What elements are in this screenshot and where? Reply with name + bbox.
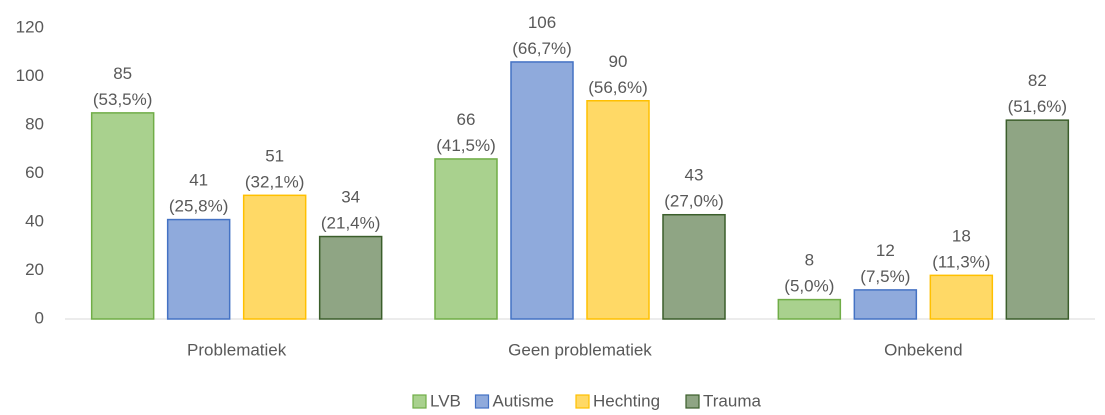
bar (90, 112, 155, 320)
data-label: 85 (53,5%) (93, 64, 153, 109)
legend-swatch (575, 394, 590, 409)
bar (510, 61, 574, 320)
bar (777, 298, 842, 320)
bar (166, 218, 231, 320)
x-tick-label: Geen problematiek (508, 340, 652, 359)
x-tick-label: Onbekend (884, 340, 962, 359)
y-tick-label: 20 (25, 260, 44, 279)
data-label: 41 (25,8%) (169, 171, 229, 216)
legend-label: Trauma (703, 391, 761, 410)
y-tick-label: 40 (25, 211, 44, 230)
data-label: 12 (7,5%) (860, 241, 910, 286)
data-label: 90 (56,6%) (588, 52, 648, 97)
data-label: 43 (27,0%) (664, 166, 724, 211)
legend-label: Hechting (593, 391, 660, 410)
data-label: 106 (66,7%) (512, 13, 572, 58)
bar (242, 194, 307, 320)
data-label: 51 (32,1%) (245, 147, 305, 192)
y-tick-label: 60 (25, 163, 44, 182)
data-label: 18 (11,3%) (932, 227, 990, 272)
legend-swatch (685, 394, 700, 409)
bar (434, 158, 498, 320)
legend-swatch (412, 394, 427, 409)
legend-label: Autisme (493, 391, 554, 410)
y-tick-label: 80 (25, 114, 44, 133)
data-label: 82 (51,6%) (1008, 72, 1068, 117)
data-label: 8 (5,0%) (784, 251, 834, 296)
data-label: 34 (21,4%) (321, 188, 381, 233)
bar (929, 274, 994, 320)
legend-swatch (474, 394, 490, 409)
bar (586, 100, 650, 320)
bar (318, 235, 383, 320)
y-tick-label: 100 (16, 66, 44, 85)
data-label: 66 (41,5%) (436, 110, 496, 155)
y-tick-label: 120 (16, 17, 44, 36)
bar (662, 213, 726, 320)
x-tick-label: Problematiek (187, 340, 287, 359)
bar (853, 289, 918, 320)
bar (1005, 119, 1070, 320)
y-tick-label: 0 (35, 308, 44, 327)
legend-label: LVB (430, 391, 461, 410)
